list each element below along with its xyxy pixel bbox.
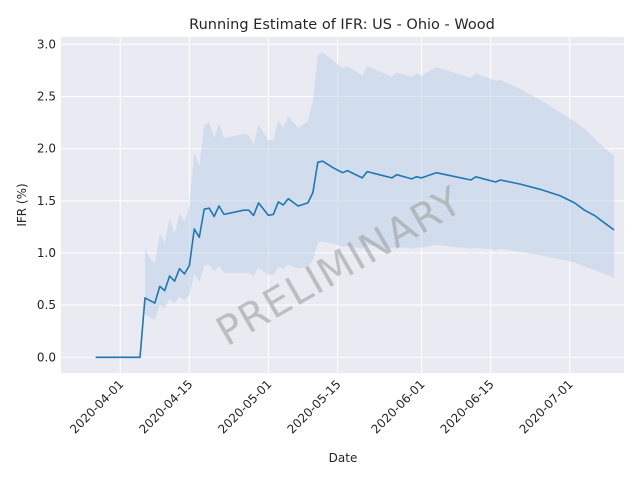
y-axis-label: IFR (%) (15, 183, 29, 226)
x-tick-label: 2020-05-15 (284, 377, 343, 436)
y-tick-label: 0.5 (37, 298, 56, 312)
x-tick-label: 2020-07-01 (517, 377, 576, 436)
y-tick-label: 2.5 (37, 89, 56, 103)
x-tick-labels: 2020-04-01 2020-04-15 2020-05-01 2020-05-15… (67, 377, 576, 436)
x-tick-label: 2020-04-01 (67, 377, 126, 436)
y-tick-label: 0.0 (37, 350, 56, 364)
x-tick-label: 2020-06-01 (368, 377, 427, 436)
y-tick-label: 1.5 (37, 194, 56, 208)
x-tick-label: 2020-05-01 (215, 377, 274, 436)
x-axis-label: Date (329, 451, 358, 465)
confidence-band (145, 52, 615, 320)
x-tick-label: 2020-04-15 (136, 377, 195, 436)
x-tick-label: 2020-06-15 (438, 377, 497, 436)
y-tick-label: 1.0 (37, 246, 56, 260)
ifr-series-line (95, 160, 615, 359)
y-tick-label: 2.0 (37, 142, 56, 156)
y-tick-labels: 0.0 0.5 1.0 1.5 2.0 2.5 3.0 (37, 37, 56, 364)
y-tick-label: 3.0 (37, 37, 56, 51)
chart-title: Running Estimate of IFR: US - Ohio - Woo… (189, 17, 495, 33)
